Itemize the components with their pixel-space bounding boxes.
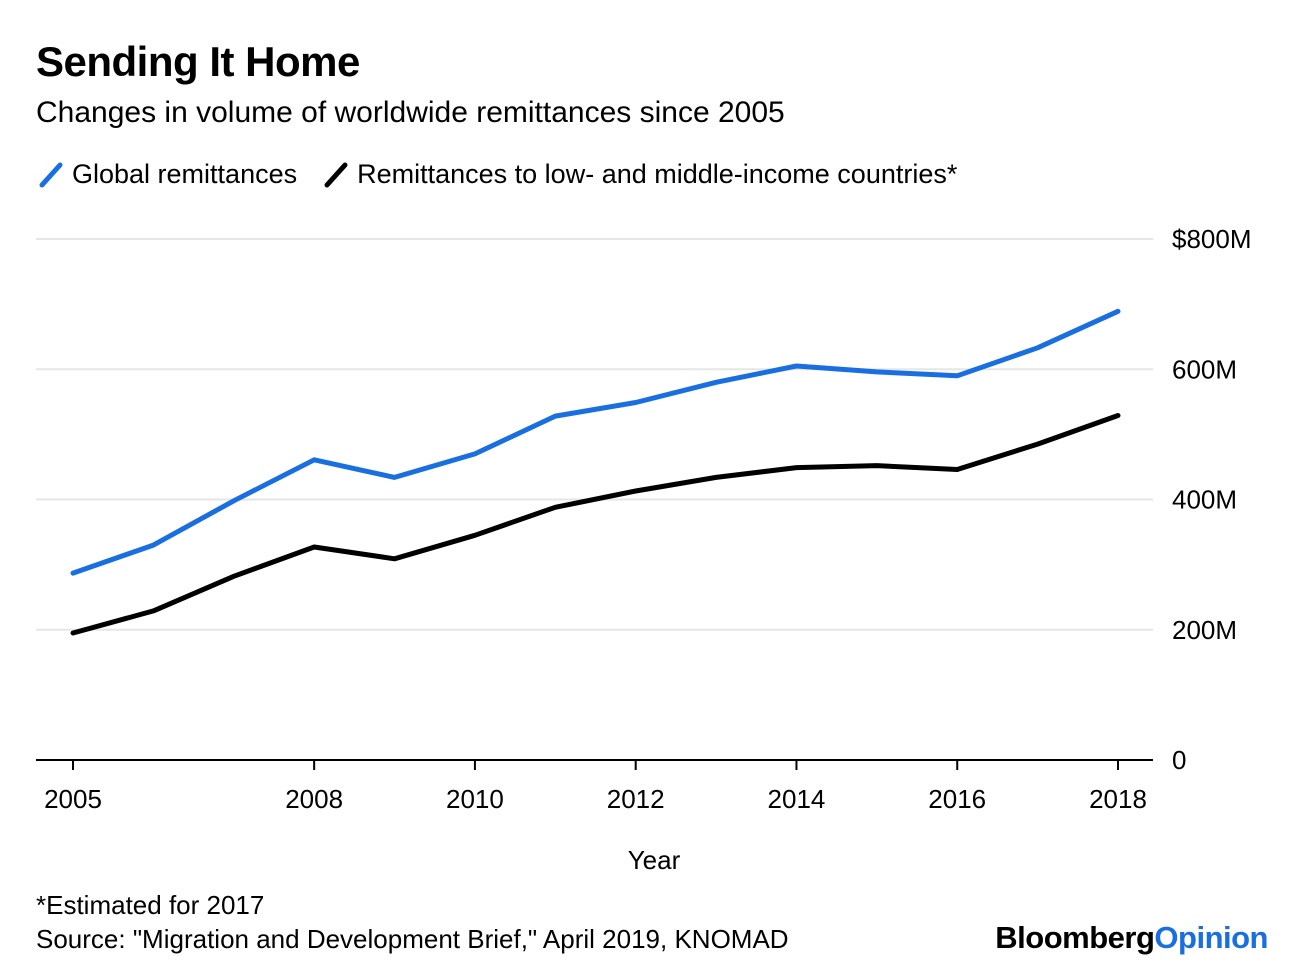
x-tick-label: 2010 — [446, 784, 504, 814]
y-tick-label: 600M — [1172, 354, 1237, 384]
y-tick-label: 200M — [1172, 615, 1237, 645]
legend-swatch-global — [39, 162, 63, 188]
chart-title: Sending It Home — [36, 38, 360, 85]
legend-label-lmic: Remittances to low- and middle-income co… — [357, 158, 958, 189]
x-axis-label: Year — [628, 845, 681, 875]
legend-label-global: Global remittances — [72, 158, 298, 189]
x-tick-label: 2016 — [928, 784, 986, 814]
brand-logo-part1: Bloomberg — [995, 920, 1155, 955]
x-tick-label: 2012 — [607, 784, 665, 814]
y-tick-label: 400M — [1172, 485, 1237, 515]
legend-item-lmic: Remittances to low- and middle-income co… — [321, 159, 957, 190]
x-tick-label: 2018 — [1089, 784, 1147, 814]
x-tick-label: 2008 — [285, 784, 343, 814]
brand-logo-part2: Opinion — [1154, 920, 1268, 955]
series-line-lmic — [70, 413, 1121, 636]
brand-logo: BloombergOpinion — [995, 920, 1268, 956]
x-tick-label: 2014 — [768, 784, 826, 814]
footnote: *Estimated for 2017 — [36, 890, 265, 920]
chart-legend: Global remittances Remittances to low- a… — [36, 156, 981, 192]
chart-subtitle: Changes in volume of worldwide remittanc… — [36, 96, 785, 129]
x-tick-label: 2005 — [44, 784, 102, 814]
legend-item-global: Global remittances — [36, 159, 297, 190]
legend-swatch-lmic — [324, 162, 348, 188]
y-tick-label: 0 — [1172, 745, 1186, 775]
y-tick-label: $800M — [1172, 224, 1252, 254]
series-line-global — [70, 308, 1121, 576]
source-note: Source: "Migration and Development Brief… — [36, 924, 789, 954]
